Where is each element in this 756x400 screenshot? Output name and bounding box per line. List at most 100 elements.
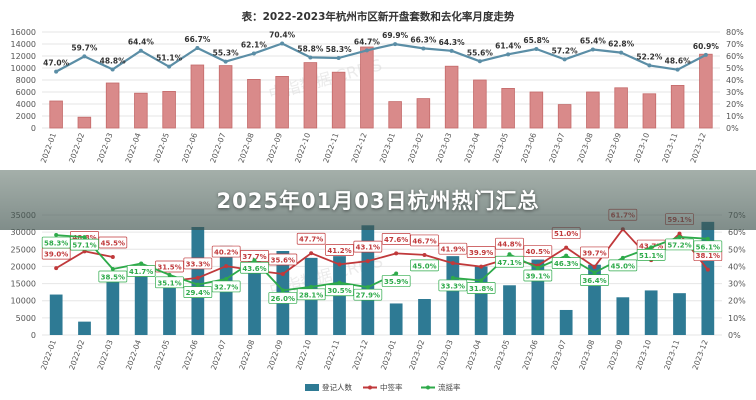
series-point	[647, 63, 652, 68]
series-point	[195, 282, 200, 287]
data-label: 47.6%	[384, 236, 408, 244]
data-label: 55.3%	[213, 49, 240, 58]
x-tick-label: 2023-05	[491, 131, 510, 164]
data-label: 31.8%	[469, 285, 493, 293]
y-tick-label: 6000	[16, 88, 36, 97]
data-label: 51.1%	[156, 54, 183, 63]
data-label-box	[410, 259, 439, 272]
data-label-box	[466, 246, 496, 258]
data-label-box	[495, 237, 524, 250]
bar	[446, 256, 460, 335]
series-point	[450, 275, 455, 280]
data-label: 37.7%	[242, 253, 266, 261]
bar	[614, 87, 628, 129]
series-point	[534, 47, 539, 52]
x-tick-label: 2022-10	[293, 131, 312, 164]
series-point	[564, 245, 569, 250]
series-point	[365, 259, 370, 264]
data-label: 60.9%	[693, 42, 720, 51]
data-label-box	[155, 276, 184, 289]
x-tick-label: 2022-08	[237, 338, 256, 371]
series-point	[82, 54, 87, 59]
data-label: 66.3%	[410, 35, 437, 44]
bar	[134, 273, 148, 335]
y-tick-label: 0	[31, 331, 36, 340]
y-tick-label: 2000	[16, 112, 36, 121]
data-label: 47.0%	[43, 59, 70, 68]
series-point	[110, 255, 115, 259]
data-label-box	[466, 282, 496, 294]
series-point	[394, 251, 399, 256]
series-point	[422, 252, 427, 257]
data-label: 47.1%	[497, 259, 521, 267]
bar	[162, 91, 176, 129]
series-point	[280, 271, 285, 276]
series-point	[705, 267, 710, 272]
x-tick-label: 2022-12	[351, 338, 370, 371]
data-label-box	[523, 245, 553, 257]
x-tick-label: 2023-09	[604, 131, 623, 164]
bar	[418, 299, 431, 335]
data-label: 61.4%	[495, 41, 522, 50]
x-tick-label: 2023-11	[662, 338, 681, 371]
x-tick-label: 2023-12	[691, 338, 710, 371]
x-tick-label: 2022-05	[152, 131, 171, 164]
y-tick-label: 12000	[11, 52, 36, 61]
data-label: 35.6%	[271, 256, 295, 264]
bar	[529, 91, 544, 129]
chart-new-listings: 表：2022-2023年杭州市区新开盘套数和去化率月度走势 0 2000 4000 60…	[11, 10, 745, 164]
data-label-box	[211, 280, 241, 293]
series-point	[167, 64, 172, 69]
bar	[248, 254, 261, 335]
series-point	[337, 280, 342, 285]
bar	[416, 98, 431, 129]
series-point	[421, 46, 426, 51]
y2-tick-label: 50%	[728, 245, 746, 254]
legend-swatch	[305, 384, 319, 391]
series-point	[139, 261, 144, 266]
series-point	[167, 272, 172, 277]
y2-tick-label: 30%	[726, 88, 744, 97]
bar	[105, 82, 120, 129]
data-label: 41.7%	[129, 268, 153, 276]
y-tick-label: 0	[31, 124, 36, 133]
series-point	[110, 267, 115, 271]
data-label: 59.7%	[71, 43, 98, 52]
bar	[163, 278, 176, 335]
y2-tick-label: 20%	[728, 297, 746, 306]
data-label: 58.8%	[297, 44, 324, 53]
x-tick-label: 2023-06	[521, 338, 540, 371]
bar	[616, 297, 630, 335]
y2-tick-label: 40%	[726, 76, 744, 85]
y-tick-label: 10000	[11, 64, 36, 73]
series-point	[479, 264, 484, 269]
data-label: 69.9%	[382, 31, 409, 40]
y2-tick-label: 70%	[726, 40, 744, 49]
data-label: 40.5%	[526, 248, 550, 256]
x-tick-label: 2022-11	[322, 338, 341, 371]
bar	[673, 293, 686, 335]
x-tick-label: 2022-09	[266, 338, 285, 371]
series-point	[309, 251, 314, 256]
data-label-box	[495, 255, 524, 268]
data-label: 31.5%	[157, 264, 181, 272]
bar	[699, 53, 713, 129]
x-tick-label: 2022-03	[95, 131, 114, 164]
data-label: 29.4%	[186, 289, 210, 297]
series-point	[251, 51, 256, 56]
x-tick-label: 2023-08	[576, 131, 595, 164]
bar	[191, 227, 205, 335]
x-tick-label: 2023-03	[434, 131, 453, 164]
y-tick-label: 30000	[11, 228, 36, 237]
data-label: 64.3%	[439, 38, 466, 47]
bar	[559, 309, 573, 335]
data-label: 65.4%	[580, 37, 607, 46]
series-point	[252, 258, 257, 263]
series-point	[54, 69, 59, 74]
y2-tick-label: 10%	[726, 112, 744, 121]
data-label: 58.3%	[44, 240, 68, 248]
y-tick-label: 20000	[11, 262, 36, 271]
bar	[389, 303, 403, 335]
x-tick-label: 2023-06	[519, 131, 538, 164]
x-tick-label: 2023-10	[632, 131, 651, 164]
